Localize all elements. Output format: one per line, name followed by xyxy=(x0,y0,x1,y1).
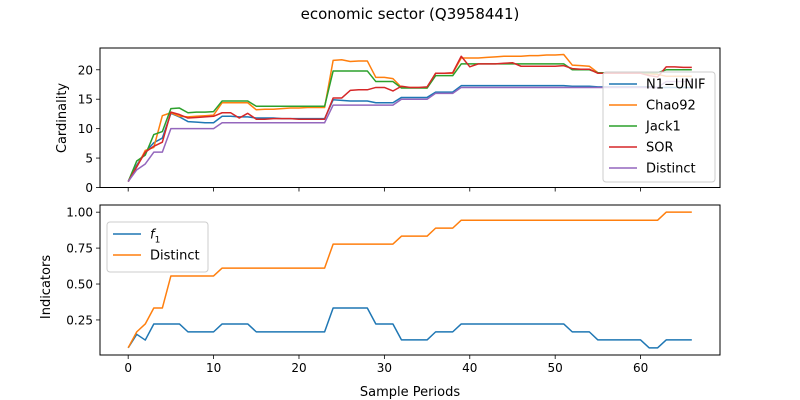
cardinality-series-line-4 xyxy=(127,80,692,183)
cardinality-x-ticks xyxy=(127,187,641,192)
indicators-x-tick-label: 60 xyxy=(633,361,648,375)
x-axis-label: Sample Periods xyxy=(360,385,460,400)
cardinality-y-tick-label: 5 xyxy=(85,152,93,166)
indicators-y-axis-label: Indicators xyxy=(39,255,54,319)
cardinality-legend-label: Jack1 xyxy=(645,120,681,135)
cardinality-y-ticks: 0 5 10 15 20 xyxy=(78,63,100,195)
cardinality-legend-label: Distinct xyxy=(646,162,696,177)
indicators-x-tick-label: 20 xyxy=(291,361,306,375)
chart-title: economic sector (Q3958441) xyxy=(301,5,520,23)
indicators-series-line-0 xyxy=(127,307,692,349)
indicators-x-tick-label: 40 xyxy=(462,361,477,375)
indicators-x-tick-label: 30 xyxy=(377,361,392,375)
cardinality-axes-frame xyxy=(99,47,721,188)
indicators-axes-frame xyxy=(99,204,721,356)
indicators-x-tick-label: 0 xyxy=(124,361,132,375)
legend-label-main: f xyxy=(150,228,157,243)
indicators-x-tick-label: 50 xyxy=(548,361,563,375)
cardinality-legend-label: SOR xyxy=(646,141,674,156)
indicators-legend-label: f1 xyxy=(150,228,160,246)
cardinality-lines xyxy=(127,53,692,183)
indicators-y-tick-label: 0.75 xyxy=(66,242,93,256)
indicators-lines xyxy=(127,211,692,349)
cardinality-y-tick-label: 20 xyxy=(78,63,93,77)
cardinality-y-axis-label: Cardinality xyxy=(55,83,70,154)
cardinality-legend-label: N1−UNIF xyxy=(646,78,705,93)
indicators-legend-box xyxy=(106,221,209,273)
indicators-y-tick-label: 1.00 xyxy=(66,206,93,220)
cardinality-legend: N1−UNIF Chao92 Jack1 SOR Distinct xyxy=(602,71,716,183)
cardinality-y-tick-label: 15 xyxy=(78,93,93,107)
cardinality-legend-box xyxy=(602,71,716,183)
indicators-x-tick-label: 10 xyxy=(206,361,221,375)
indicators-series-line-1 xyxy=(127,211,692,349)
indicators-y-tick-label: 0.25 xyxy=(66,313,93,327)
indicators-y-tick-label: 0.50 xyxy=(66,278,93,292)
cardinality-series-line-3 xyxy=(127,55,692,182)
indicators-legend: f1 Distinct xyxy=(106,221,209,273)
cardinality-y-tick-label: 0 xyxy=(85,181,93,195)
cardinality-panel: 0 5 10 15 20 Cardinality N1−UNIF Chao92 Jack1 S… xyxy=(55,47,721,195)
indicators-y-ticks: 0.25 0.50 0.75 1.00 xyxy=(66,206,100,327)
legend-label-subscript: 1 xyxy=(155,236,161,246)
cardinality-legend-label: Chao92 xyxy=(646,99,696,114)
indicators-x-ticks: 0 10 20 30 40 50 60 xyxy=(124,355,648,375)
indicators-legend-label: Distinct xyxy=(150,249,200,264)
cardinality-y-tick-label: 10 xyxy=(78,122,93,136)
indicators-panel: 0 10 20 30 40 50 60 0.25 0.50 0.75 1.00 Indicator… xyxy=(39,204,721,400)
